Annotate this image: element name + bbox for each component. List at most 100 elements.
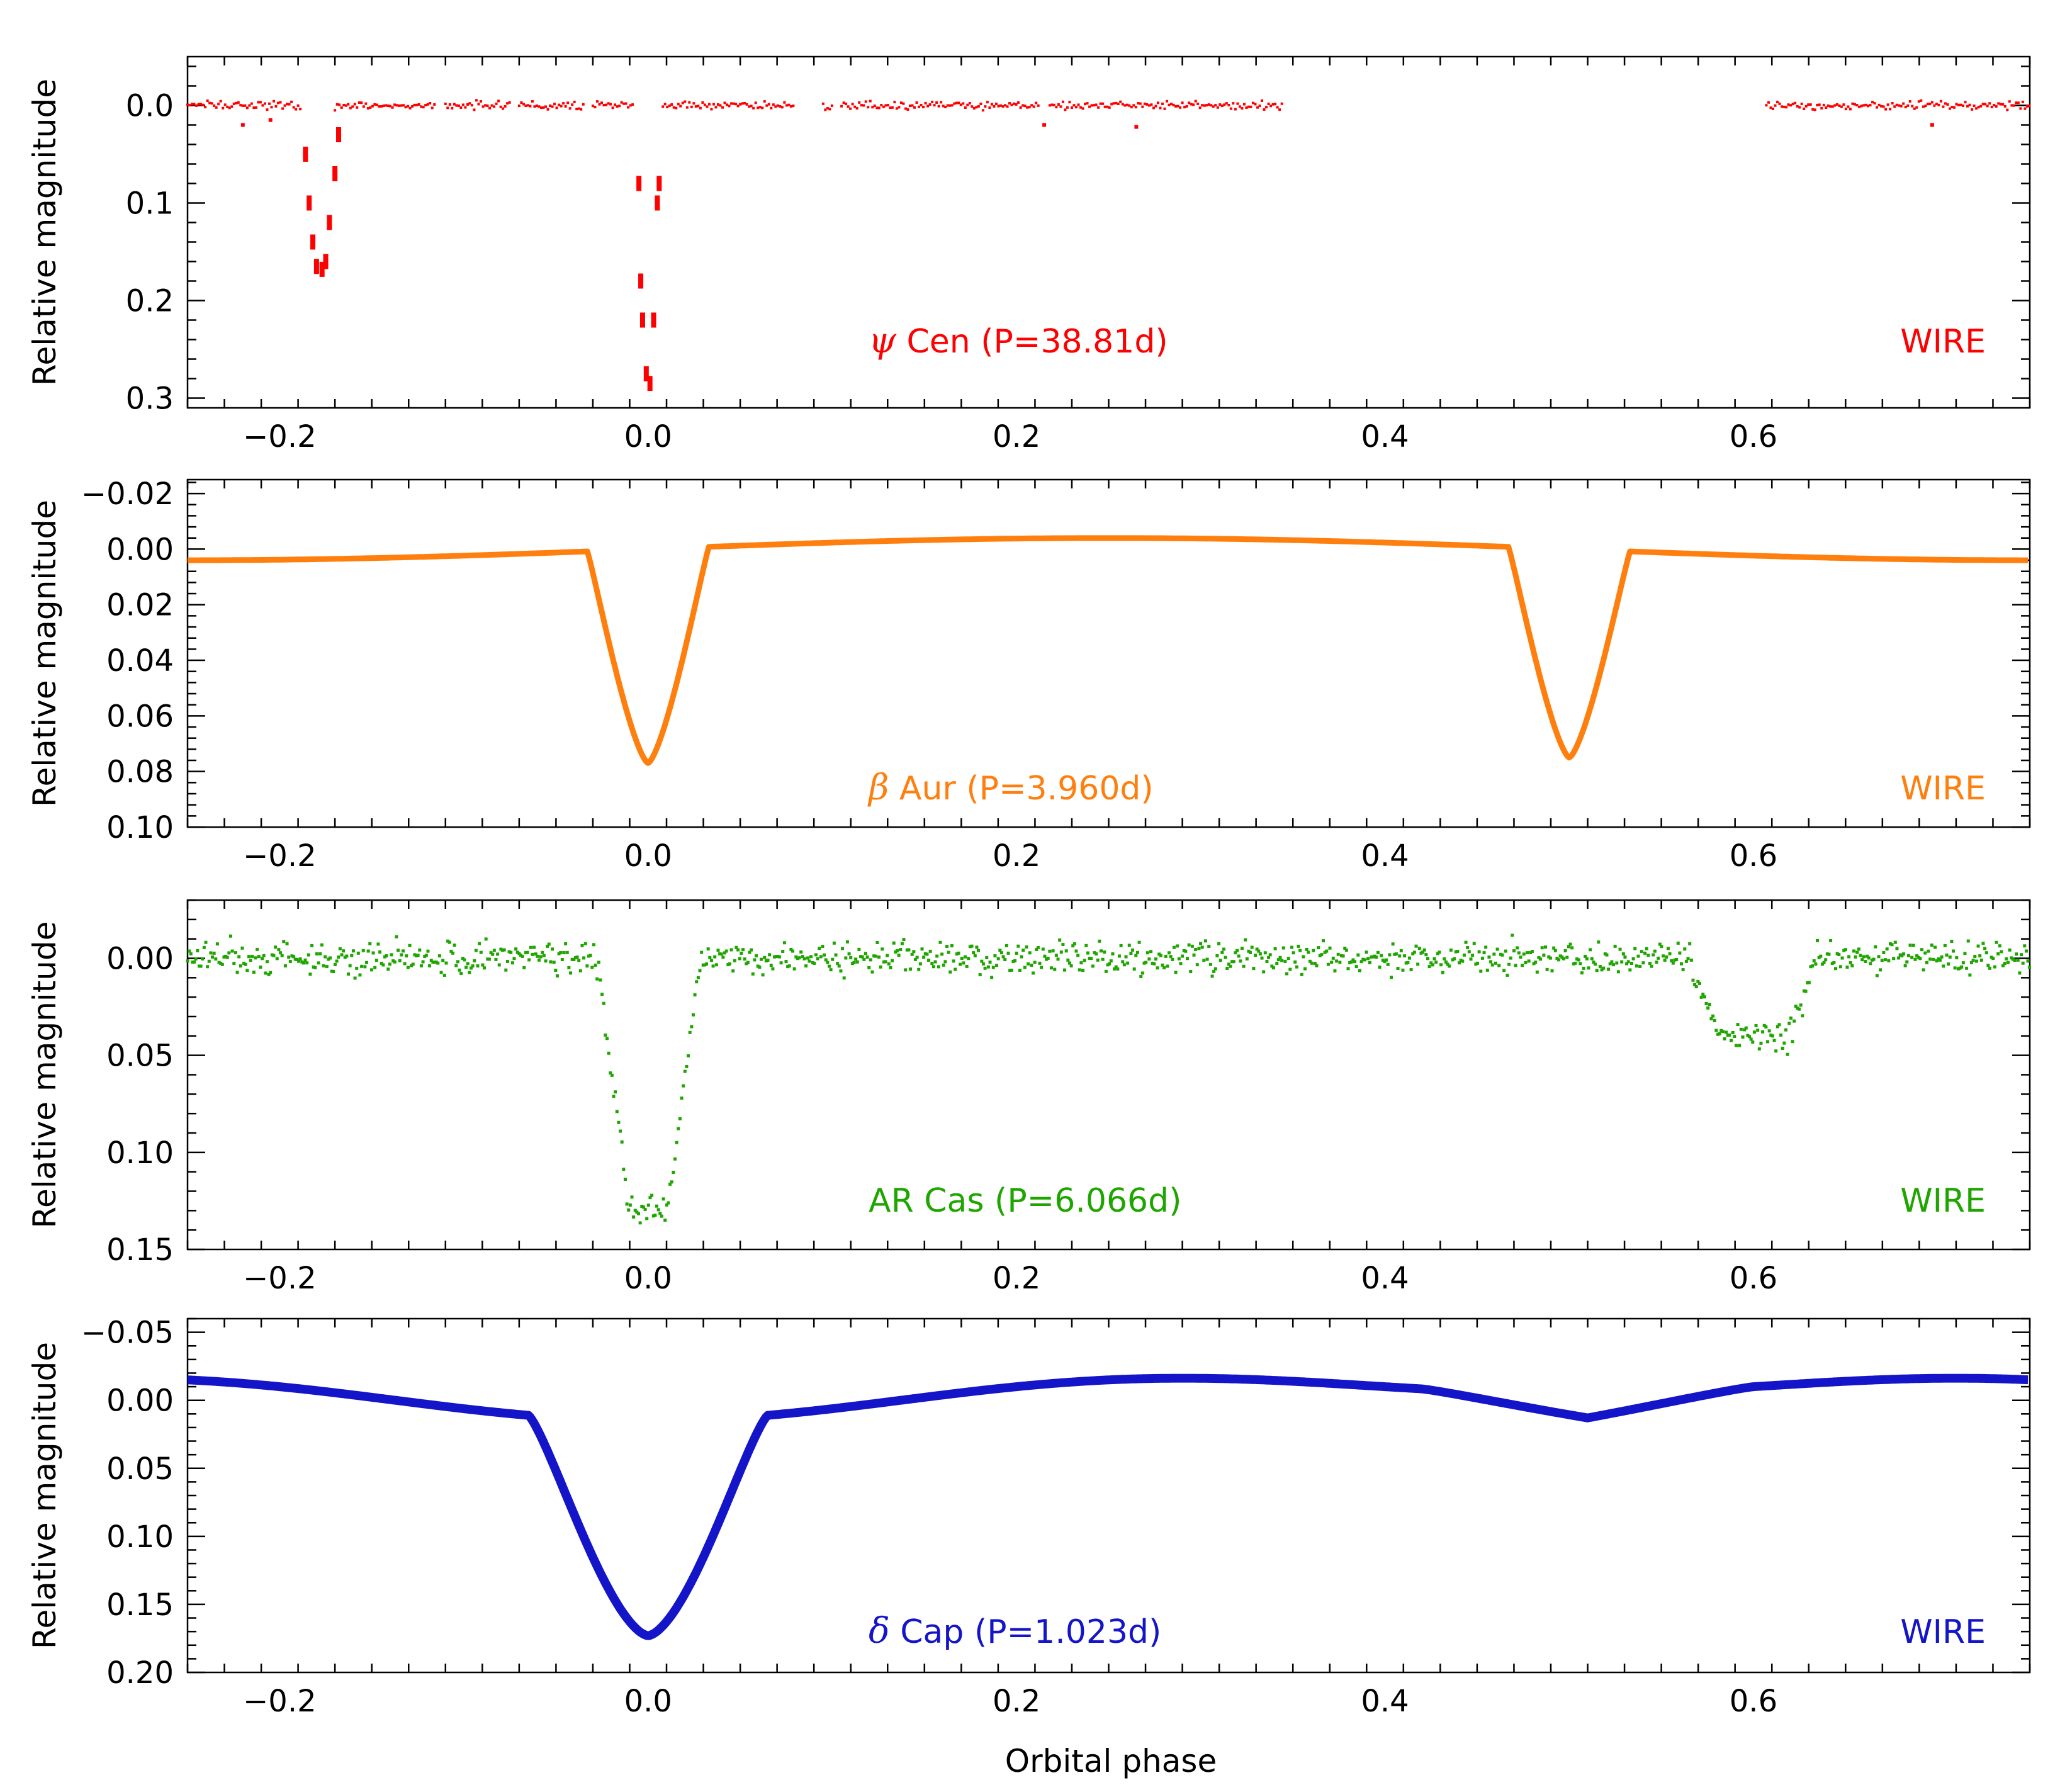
data-point <box>1137 102 1139 104</box>
data-point <box>1703 995 1706 998</box>
data-point <box>1438 950 1441 954</box>
data-point <box>1776 101 1779 103</box>
star-symbol: β <box>867 767 889 808</box>
data-point <box>865 100 867 103</box>
data-point <box>1874 945 1877 949</box>
data-point <box>1016 945 1020 948</box>
data-point <box>710 108 712 110</box>
data-point <box>1361 958 1365 961</box>
data-point <box>1337 953 1340 956</box>
data-point <box>1027 962 1030 966</box>
data-point <box>274 945 277 949</box>
data-point <box>1801 103 1803 105</box>
data-point <box>1494 962 1497 965</box>
data-point <box>682 1085 685 1088</box>
data-point <box>1028 951 1032 954</box>
data-point <box>1033 105 1035 108</box>
data-point <box>909 967 912 971</box>
data-point <box>1219 959 1222 962</box>
data-point <box>1201 945 1204 949</box>
data-point <box>302 961 305 964</box>
data-point <box>1847 955 1850 958</box>
data-point <box>250 103 253 105</box>
data-point <box>1517 951 1521 954</box>
data-point <box>1115 102 1117 104</box>
data-point <box>1371 955 1375 959</box>
data-point <box>1333 969 1336 972</box>
data-point <box>728 104 731 107</box>
data-point <box>1066 959 1069 962</box>
data-point <box>1970 961 1973 964</box>
data-point <box>1293 961 1297 964</box>
data-point <box>984 105 986 108</box>
data-point <box>1630 962 1633 965</box>
data-point <box>1514 964 1517 967</box>
data-point <box>539 955 543 958</box>
data-point <box>632 1215 635 1219</box>
data-point <box>412 962 415 966</box>
data-point <box>1615 962 1618 965</box>
data-point <box>770 107 772 110</box>
data-point <box>891 106 894 109</box>
data-point <box>846 940 849 944</box>
data-point <box>704 103 706 106</box>
data-point <box>753 958 756 961</box>
data-point <box>1100 949 1103 952</box>
data-point <box>453 103 456 106</box>
data-point <box>1834 967 1837 970</box>
data-point <box>1529 951 1532 954</box>
data-point <box>1259 104 1261 107</box>
data-point <box>947 951 950 954</box>
data-point <box>1038 962 1042 965</box>
data-point <box>1978 954 1981 957</box>
data-point <box>762 973 765 976</box>
data-point <box>1149 950 1152 953</box>
data-point <box>1821 962 1824 966</box>
data-point <box>2000 950 2003 953</box>
data-point <box>1261 99 1263 102</box>
data-point <box>499 948 502 951</box>
data-point <box>1511 933 1514 937</box>
data-point <box>1265 960 1268 963</box>
data-point <box>1623 955 1626 959</box>
data-point <box>1814 108 1816 111</box>
data-point <box>1188 944 1191 947</box>
data-point <box>405 106 407 108</box>
data-point <box>2017 959 2020 962</box>
data-point <box>1111 952 1114 955</box>
data-point <box>1133 967 1136 971</box>
data-point <box>1677 942 1680 945</box>
data-point <box>1392 942 1395 945</box>
data-point <box>1864 960 1867 963</box>
data-point <box>925 102 927 104</box>
data-point <box>1640 950 1643 953</box>
data-point <box>1145 103 1148 106</box>
data-point <box>264 103 266 105</box>
data-point <box>1521 964 1524 967</box>
data-point <box>248 104 250 107</box>
data-point <box>1585 957 1589 961</box>
data-point <box>688 101 690 104</box>
data-point <box>1277 958 1280 961</box>
data-point <box>403 962 407 965</box>
data-point <box>485 937 488 940</box>
data-point <box>907 949 910 952</box>
data-point <box>1390 976 1393 979</box>
data-point <box>1048 950 1051 953</box>
star-symbol: δ <box>869 1611 890 1652</box>
data-point <box>1859 954 1862 957</box>
data-point <box>839 969 842 972</box>
data-point <box>418 103 420 106</box>
x-tick-label: 0.6 <box>1730 1684 1777 1719</box>
data-point <box>806 956 809 959</box>
data-point <box>1385 959 1388 962</box>
data-point <box>919 962 922 966</box>
data-point <box>616 1110 619 1113</box>
data-point <box>402 949 405 952</box>
eclipse-point <box>655 196 660 211</box>
data-point <box>1882 951 1885 954</box>
data-point <box>1546 968 1549 971</box>
data-point <box>665 1203 668 1207</box>
data-point <box>1534 961 1537 964</box>
